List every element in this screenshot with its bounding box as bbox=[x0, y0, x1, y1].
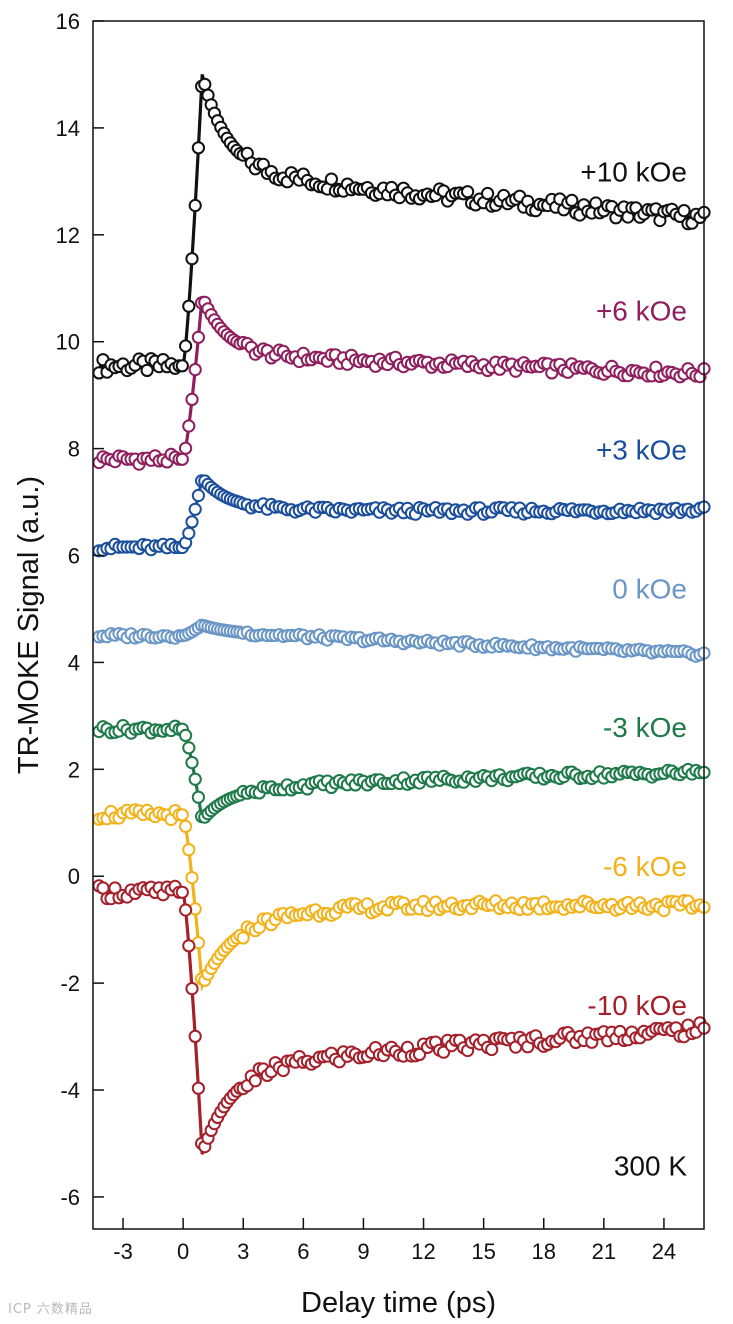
data-point bbox=[565, 193, 579, 207]
y-axis: -6 -4 -2 0 2 4 6 8 10 12 14 16 bbox=[56, 9, 104, 1210]
series-label: +6 kOe bbox=[596, 295, 687, 326]
y-axis-title: TR-MOKE Signal (a.u.) bbox=[13, 476, 45, 774]
y-tick-label: 14 bbox=[56, 116, 80, 141]
data-point bbox=[185, 756, 199, 770]
data-point bbox=[191, 330, 205, 344]
x-axis: -3 0 3 6 9 12 15 18 21 24 bbox=[113, 1218, 676, 1264]
data-point bbox=[188, 772, 202, 786]
data-point bbox=[191, 488, 205, 503]
data-point bbox=[485, 1042, 499, 1057]
y-tick-label: 10 bbox=[56, 330, 80, 355]
series-label: 0 kOe bbox=[612, 573, 687, 604]
data-point bbox=[185, 871, 199, 885]
x-tick-label: 21 bbox=[592, 1239, 616, 1264]
series-label: -3 kOe bbox=[603, 712, 687, 743]
series-label: +10 kOe bbox=[580, 156, 687, 187]
series-label: -10 kOe bbox=[587, 990, 687, 1021]
data-point bbox=[188, 502, 202, 516]
data-point bbox=[182, 843, 196, 857]
x-tick-label: 0 bbox=[177, 1239, 189, 1264]
series-label: +3 kOe bbox=[596, 434, 687, 465]
data-point bbox=[191, 141, 205, 155]
data-point bbox=[179, 728, 193, 743]
data-point bbox=[188, 198, 202, 213]
y-tick-label: -2 bbox=[60, 971, 80, 996]
data-point bbox=[324, 172, 338, 186]
data-point bbox=[185, 252, 199, 266]
x-tick-label: 24 bbox=[652, 1239, 676, 1264]
data-point bbox=[175, 452, 189, 466]
data-point bbox=[191, 1081, 205, 1095]
data-point bbox=[236, 931, 250, 945]
x-tick-label: 15 bbox=[471, 1239, 495, 1264]
data-point bbox=[185, 982, 199, 996]
data-point bbox=[179, 819, 193, 834]
plot-data bbox=[92, 74, 711, 1155]
data-point bbox=[175, 808, 189, 822]
data-point bbox=[179, 903, 193, 917]
data-point bbox=[182, 419, 196, 433]
x-tick-label: 18 bbox=[531, 1239, 555, 1264]
y-tick-label: 6 bbox=[68, 544, 80, 569]
data-point bbox=[248, 1074, 262, 1088]
y-tick-label: 0 bbox=[68, 864, 80, 889]
data-point bbox=[175, 885, 189, 899]
data-point bbox=[185, 392, 199, 406]
x-tick-label: 3 bbox=[237, 1239, 249, 1264]
data-point bbox=[188, 1029, 202, 1044]
series-label: -6 kOe bbox=[603, 851, 687, 882]
data-point bbox=[179, 441, 193, 455]
plot-frame bbox=[92, 20, 705, 1230]
legend-labels: +10 kOe +6 kOe +3 kOe 0 kOe -3 kOe -6 kOe -10 … bbox=[580, 156, 687, 1021]
data-point bbox=[179, 339, 193, 353]
x-tick-label: 6 bbox=[297, 1239, 309, 1264]
series-line bbox=[99, 890, 704, 1155]
temperature-annotation: 300 K bbox=[614, 1151, 687, 1182]
data-point bbox=[182, 299, 196, 313]
data-point bbox=[182, 939, 196, 953]
data-point bbox=[140, 363, 154, 377]
y-tick-label: 8 bbox=[68, 437, 80, 462]
y-tick-label: 2 bbox=[68, 757, 80, 782]
data-point bbox=[677, 204, 691, 218]
x-axis-title: Delay time (ps) bbox=[301, 1287, 496, 1319]
data-point bbox=[185, 515, 199, 529]
data-point bbox=[175, 359, 189, 373]
data-point bbox=[481, 186, 495, 201]
data-point bbox=[461, 185, 475, 199]
watermark-text: ICP 六数精品 bbox=[8, 1302, 93, 1317]
y-tick-label: -4 bbox=[60, 1078, 80, 1103]
data-point bbox=[188, 363, 202, 377]
y-tick-label: 4 bbox=[68, 650, 80, 675]
y-tick-label: 16 bbox=[56, 9, 80, 34]
y-tick-label: -6 bbox=[60, 1185, 80, 1210]
x-tick-label: -3 bbox=[113, 1239, 133, 1264]
y-tick-label: 12 bbox=[56, 223, 80, 248]
x-tick-label: 9 bbox=[357, 1239, 369, 1264]
data-point bbox=[182, 526, 196, 540]
data-point bbox=[198, 77, 212, 92]
x-tick-label: 12 bbox=[411, 1239, 435, 1264]
data-point bbox=[182, 741, 196, 755]
data-point bbox=[191, 790, 205, 804]
